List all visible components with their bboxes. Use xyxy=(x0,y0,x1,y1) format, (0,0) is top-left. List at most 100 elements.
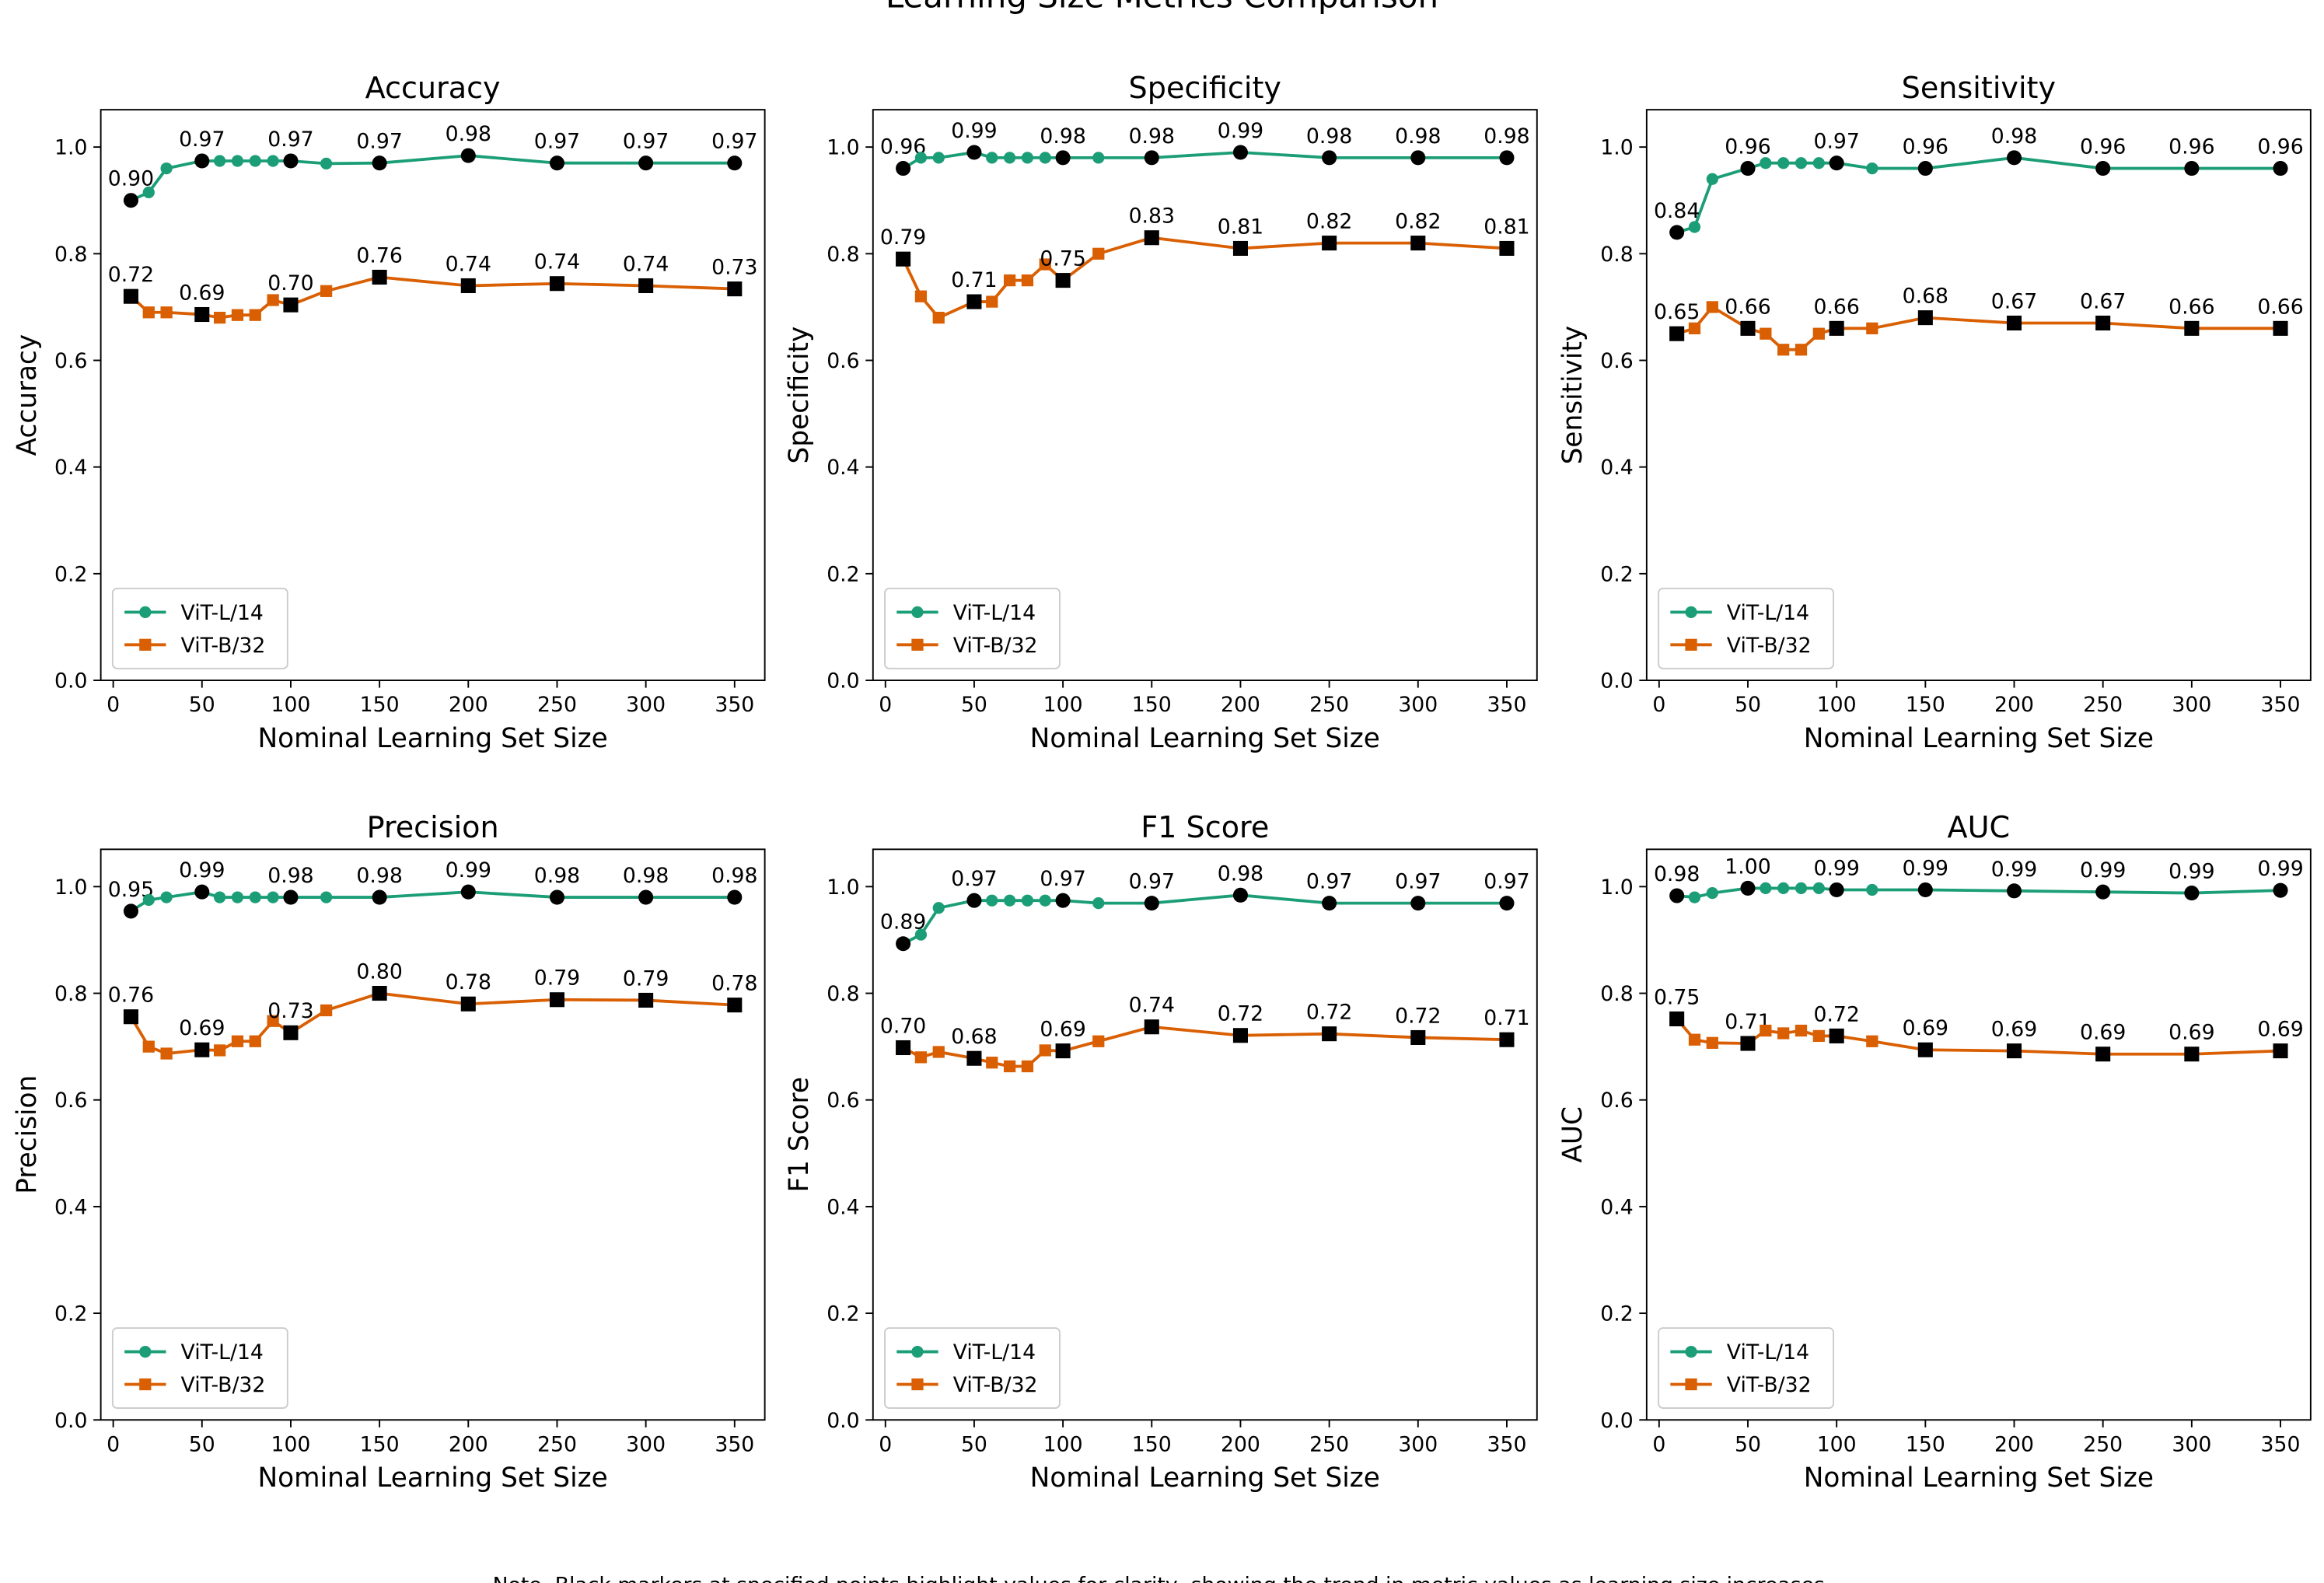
subplot: F1 Score Nominal Learning Set Size F1 Scor… xyxy=(784,810,1538,1494)
marker xyxy=(1232,145,1248,160)
marker xyxy=(1499,1032,1515,1047)
marker xyxy=(1760,327,1772,340)
marker xyxy=(1669,1011,1685,1026)
x-tick-label: 200 xyxy=(449,693,488,717)
x-axis-label: Nominal Learning Set Size xyxy=(1804,1462,2154,1494)
value-label: 0.84 xyxy=(1654,199,1700,223)
y-tick-label: 1.0 xyxy=(1600,136,1633,160)
subplot-title: Sensitivity xyxy=(1902,71,2056,105)
x-tick-label: 50 xyxy=(189,693,215,717)
marker xyxy=(1795,344,1808,356)
axes-frame xyxy=(100,109,766,681)
y-axis-label: Sensitivity xyxy=(1557,326,1588,465)
legend-label: ViT-L/14 xyxy=(181,1340,264,1365)
marker xyxy=(372,986,387,1001)
figure-note: Note. Black markers at specified points … xyxy=(493,1573,1832,1583)
marker xyxy=(1039,152,1051,164)
value-label: 0.98 xyxy=(356,864,402,888)
x-tick-label: 150 xyxy=(360,693,400,717)
x-tick-label: 150 xyxy=(1132,693,1172,717)
value-label: 0.66 xyxy=(1725,295,1770,319)
y-tick-label: 0.2 xyxy=(827,562,859,586)
legend: ViT-L/14 ViT-B/32 xyxy=(111,587,288,669)
x-tick-label: 150 xyxy=(1132,1432,1172,1456)
marker xyxy=(249,309,261,321)
value-label: 0.96 xyxy=(1725,135,1770,159)
marker xyxy=(142,186,155,199)
marker xyxy=(1669,888,1685,903)
marker xyxy=(1092,896,1105,910)
marker xyxy=(914,152,928,164)
marker xyxy=(1685,638,1697,651)
x-tick-label: 350 xyxy=(2261,693,2301,717)
marker xyxy=(460,278,476,294)
value-label: 0.72 xyxy=(1395,1004,1441,1028)
value-label: 0.65 xyxy=(1654,300,1700,324)
y-tick-label: 0.4 xyxy=(54,1195,87,1219)
subplot: AUC Nominal Learning Set Size AUC 0 50 100 150… xyxy=(1557,810,2312,1494)
marker xyxy=(2095,884,2111,900)
value-label: 0.97 xyxy=(267,128,313,152)
value-label: 0.97 xyxy=(623,130,669,154)
marker xyxy=(1917,161,1933,176)
value-label: 0.97 xyxy=(1484,870,1529,894)
marker xyxy=(1917,882,1933,898)
legend-label: ViT-L/14 xyxy=(1727,1340,1809,1365)
subplot-title: Accuracy xyxy=(365,71,501,105)
y-tick-label: 0.0 xyxy=(54,1409,87,1433)
legend-box xyxy=(884,1327,1061,1409)
marker xyxy=(549,156,564,171)
y-tick-label: 0.6 xyxy=(1600,1089,1633,1113)
value-label: 0.97 xyxy=(711,130,757,154)
marker xyxy=(966,1050,982,1066)
marker xyxy=(549,992,564,1008)
marker xyxy=(249,891,261,903)
value-label: 0.98 xyxy=(267,864,313,888)
y-axis-label: Accuracy xyxy=(12,334,43,456)
marker xyxy=(194,153,210,169)
marker xyxy=(213,155,226,167)
marker xyxy=(896,251,911,267)
marker xyxy=(123,193,138,208)
value-label: 0.70 xyxy=(880,1014,926,1038)
value-label: 0.98 xyxy=(1991,124,2037,149)
value-label: 0.72 xyxy=(1306,1001,1352,1025)
axes-frame xyxy=(872,109,1538,681)
marker xyxy=(1092,247,1105,260)
value-label: 0.71 xyxy=(951,268,997,292)
value-label: 0.82 xyxy=(1306,210,1352,234)
value-label: 0.97 xyxy=(356,130,402,154)
x-tick-label: 300 xyxy=(1398,1432,1438,1456)
value-label: 0.99 xyxy=(2168,860,2214,884)
value-label: 0.99 xyxy=(1218,119,1263,143)
marker xyxy=(1777,882,1790,895)
marker xyxy=(1740,880,1756,896)
x-tick-label: 0 xyxy=(107,1432,120,1456)
x-tick-label: 100 xyxy=(1817,693,1857,717)
marker xyxy=(966,893,982,908)
y-axis-label: Specificity xyxy=(784,327,815,464)
marker xyxy=(932,152,945,164)
marker xyxy=(986,1057,998,1069)
legend: ViT-L/14 ViT-B/32 xyxy=(1658,1327,1834,1409)
y-tick-label: 0.6 xyxy=(54,349,87,373)
figure-title: Learning Size Metrics Comparison xyxy=(886,0,1438,16)
marker xyxy=(1092,152,1105,164)
marker xyxy=(1685,1345,1697,1358)
value-label: 0.75 xyxy=(1654,985,1700,1009)
value-label: 0.83 xyxy=(1129,204,1175,229)
y-tick-label: 0.8 xyxy=(827,243,859,267)
legend-label: ViT-B/32 xyxy=(953,1373,1038,1397)
marker xyxy=(911,638,924,651)
marker xyxy=(372,269,387,285)
y-tick-label: 0.8 xyxy=(827,982,859,1006)
legend-label: ViT-B/32 xyxy=(181,634,266,658)
marker xyxy=(1039,258,1051,271)
value-label: 0.99 xyxy=(179,858,225,882)
x-axis-label: Nominal Learning Set Size xyxy=(1804,723,2154,754)
value-label: 0.72 xyxy=(1813,1002,1859,1026)
legend: ViT-L/14 ViT-B/32 xyxy=(884,587,1061,669)
x-tick-label: 300 xyxy=(626,1432,666,1456)
marker xyxy=(896,936,911,952)
